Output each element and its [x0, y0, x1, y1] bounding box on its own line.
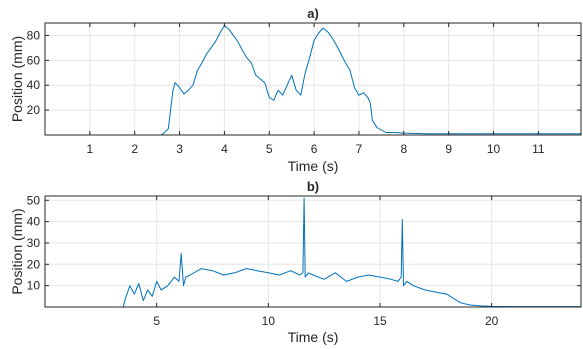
- b-y-tick-label: 40: [27, 215, 41, 229]
- panel-b: 5 10 15 20 10 20 30 40 50 b) Time (s) Position (mm): [9, 179, 582, 345]
- a-y-tick-label: 80: [27, 28, 41, 42]
- b-panel-title: b): [307, 179, 319, 194]
- b-x-tick-label: 15: [373, 314, 387, 328]
- b-x-tick-label: 10: [262, 314, 276, 328]
- panel-a: 1 2 3 4 5 6 7 8 9 10 11 20 40 60 80 a) Time (s) Position …: [9, 6, 582, 174]
- a-y-tick-label: 40: [27, 78, 41, 92]
- a-x-tick-label: 4: [221, 142, 228, 156]
- a-x-tick-label: 3: [176, 142, 183, 156]
- a-y-tick-label: 20: [27, 103, 41, 117]
- b-plot-area: [45, 196, 581, 307]
- b-y-tick-label: 50: [27, 193, 41, 207]
- a-x-axis-label: Time (s): [288, 158, 339, 174]
- a-series-line: [45, 25, 581, 135]
- a-x-tick-label: 9: [445, 142, 452, 156]
- a-plot-area: [45, 23, 581, 135]
- b-x-tick-label: 20: [485, 314, 499, 328]
- a-x-tick-label: 5: [266, 142, 273, 156]
- b-axes-box: [44, 195, 582, 308]
- a-x-tick-label: 2: [131, 142, 138, 156]
- a-x-tick-label: 8: [400, 142, 407, 156]
- a-axes-box: [44, 22, 582, 136]
- a-x-tick-label: 1: [87, 142, 94, 156]
- a-panel-title: a): [307, 6, 319, 21]
- b-y-tick-label: 10: [27, 279, 41, 293]
- a-x-tick-label: 6: [311, 142, 318, 156]
- b-series-line: [45, 197, 581, 307]
- a-y-axis-label: Position (mm): [9, 36, 25, 122]
- a-x-tick-label: 10: [487, 142, 501, 156]
- b-x-tick-label: 5: [153, 314, 160, 328]
- b-y-axis-label: Position (mm): [9, 208, 25, 294]
- b-y-tick-label: 30: [27, 236, 41, 250]
- b-y-tick-label: 20: [27, 257, 41, 271]
- a-x-tick-label: 11: [532, 142, 545, 156]
- a-x-tick-label: 7: [356, 142, 363, 156]
- b-x-axis-label: Time (s): [288, 329, 339, 345]
- a-y-tick-label: 60: [27, 53, 41, 67]
